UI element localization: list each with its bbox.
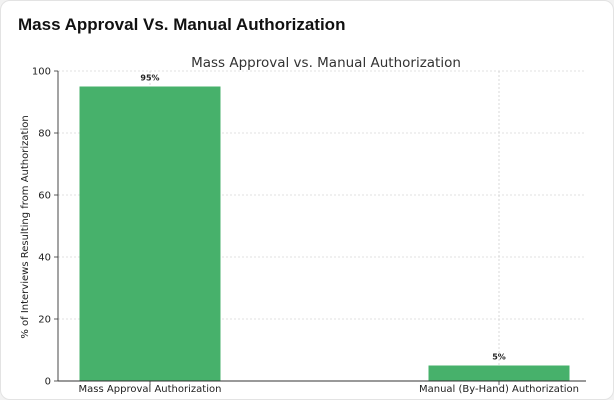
x-tick-label: Mass Approval Authorization	[79, 384, 222, 395]
grid-lines	[58, 70, 586, 381]
bars	[79, 86, 570, 381]
x-tick-label: Manual (By-Hand) Authorization	[419, 384, 579, 395]
data-label: 95%	[140, 74, 159, 83]
data-labels: 95% 5%	[140, 74, 505, 362]
y-tick-label: 60	[38, 191, 51, 202]
y-tick-label: 100	[32, 67, 51, 78]
y-tick-label: 20	[38, 315, 51, 326]
bar	[79, 86, 221, 381]
data-label: 5%	[492, 353, 506, 362]
axes	[57, 71, 586, 382]
ticks: 0 20 40 60 80 100 Mass Approval Authorization M…	[32, 67, 579, 396]
y-tick-label: 40	[38, 253, 51, 264]
y-tick-label: 0	[45, 377, 51, 388]
chart-title: Mass Approval vs. Manual Authorization	[191, 55, 461, 71]
y-axis-label: % of Interviews Resulting from Authoriza…	[20, 115, 31, 338]
y-tick-label: 80	[38, 129, 51, 140]
bar	[428, 365, 570, 381]
card-title: Mass Approval Vs. Manual Authorization	[18, 15, 346, 34]
